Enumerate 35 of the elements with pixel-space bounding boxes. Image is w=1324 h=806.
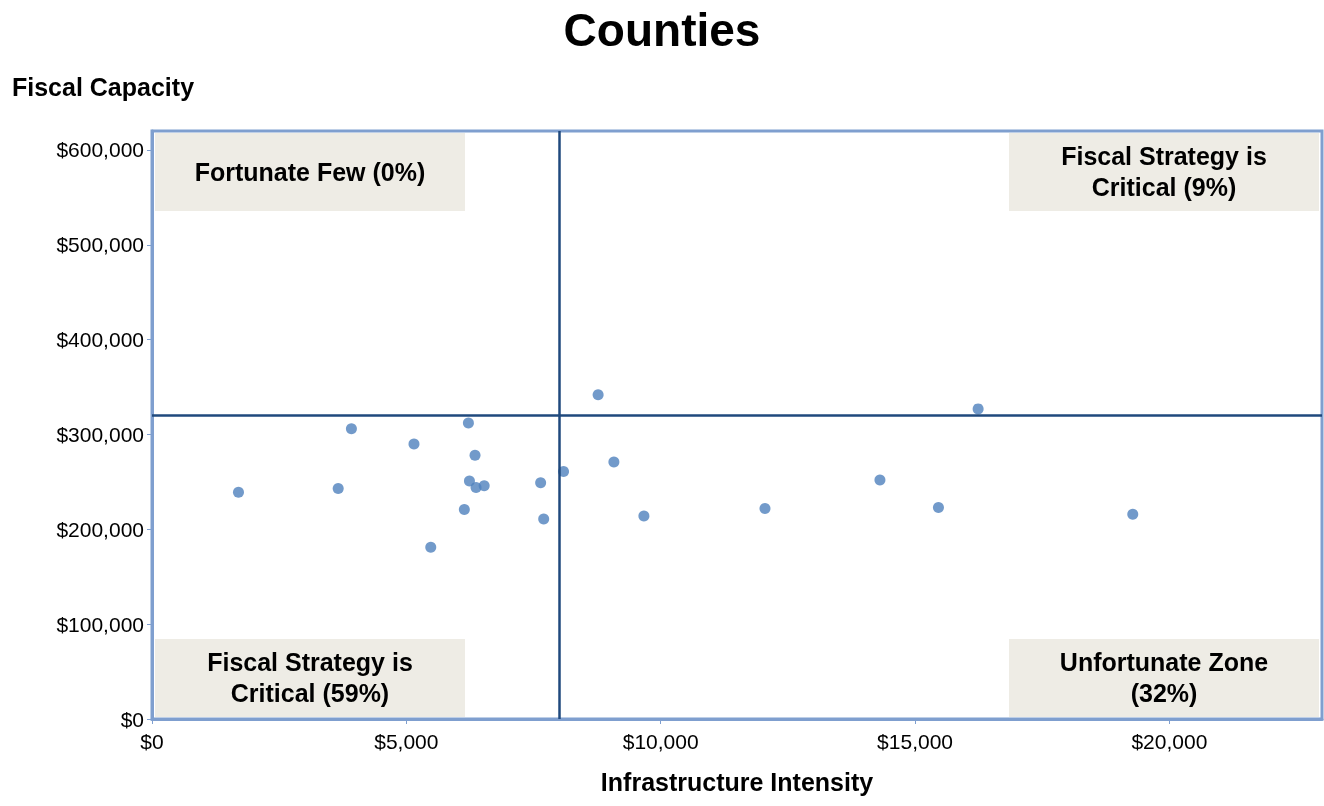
- x-axis-title: Infrastructure Intensity: [600, 767, 874, 796]
- point: [332, 483, 344, 495]
- point: [469, 449, 481, 461]
- point: [425, 541, 437, 553]
- x-tick-label: $5,000: [374, 730, 439, 753]
- y-tick-label: $0: [120, 707, 144, 731]
- y-tick-label: $400,000: [56, 328, 144, 352]
- point: [458, 503, 470, 515]
- x-tick-label: $0: [140, 730, 164, 753]
- point: [759, 502, 771, 514]
- point: [462, 417, 474, 429]
- point: [874, 474, 886, 486]
- point: [463, 475, 475, 487]
- point: [478, 480, 490, 492]
- point: [538, 513, 550, 525]
- point: [232, 486, 244, 498]
- point: [408, 438, 420, 450]
- y-axis-title: Fiscal Capacity: [12, 72, 195, 101]
- point: [345, 423, 357, 435]
- y-tick-label: $200,000: [56, 517, 144, 541]
- y-tick-label: $100,000: [56, 612, 144, 636]
- y-tick-label: $500,000: [56, 233, 144, 257]
- x-tick-label: $15,000: [877, 730, 953, 753]
- point: [535, 477, 547, 489]
- point: [1127, 508, 1139, 520]
- x-tick-label: $20,000: [1131, 730, 1208, 753]
- y-tick-label: $300,000: [56, 422, 144, 446]
- point: [592, 389, 604, 401]
- x-tick-label: $10,000: [622, 730, 699, 753]
- point: [608, 456, 620, 468]
- point: [638, 510, 650, 522]
- point: [972, 403, 984, 415]
- point: [932, 502, 944, 514]
- y-tick-label: $600,000: [56, 138, 144, 162]
- chart-title: Counties: [563, 4, 761, 56]
